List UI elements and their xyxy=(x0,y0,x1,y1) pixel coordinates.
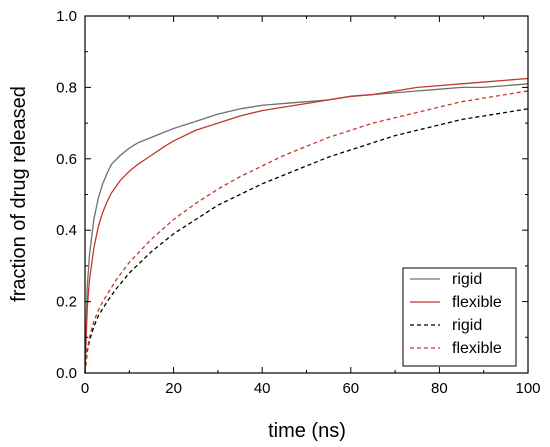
x-axis-ticks: 0 20 40 60 80 100 xyxy=(81,16,541,397)
x-tick-label: 0 xyxy=(81,380,89,397)
x-tick-label: 40 xyxy=(254,380,271,397)
legend-label-rigid-solid: rigid xyxy=(452,271,482,288)
legend: rigid flexible rigid flexible xyxy=(402,267,517,367)
y-axis-ticks: 0.0 0.2 0.4 0.6 0.8 1.0 xyxy=(56,8,528,382)
x-tick-label: 60 xyxy=(342,380,359,397)
y-tick-label: 0.2 xyxy=(56,294,77,311)
legend-label-flexible-dashed: flexible xyxy=(452,340,502,357)
y-axis-title: fraction of drug released xyxy=(8,86,30,302)
x-tick-label: 20 xyxy=(165,380,182,397)
series-line-flexible-solid xyxy=(84,77,529,374)
series-line-rigid-solid xyxy=(84,83,529,374)
x-tick-label: 80 xyxy=(431,380,448,397)
x-tick-label: 100 xyxy=(515,380,540,397)
y-tick-label: 0.0 xyxy=(56,365,77,382)
series-line-rigid-dashed xyxy=(84,108,529,374)
y-tick-label: 0.6 xyxy=(56,151,77,168)
series-layer xyxy=(84,77,529,374)
legend-label-flexible-solid: flexible xyxy=(452,294,502,311)
legend-label-rigid-dashed: rigid xyxy=(452,317,482,334)
legend-box xyxy=(402,267,517,367)
series-line-flexible-dashed xyxy=(84,90,529,374)
y-tick-label: 1.0 xyxy=(56,8,77,25)
y-tick-label: 0.8 xyxy=(56,79,77,96)
y-tick-label: 0.4 xyxy=(56,222,77,239)
x-axis-title: time (ns) xyxy=(268,420,346,442)
